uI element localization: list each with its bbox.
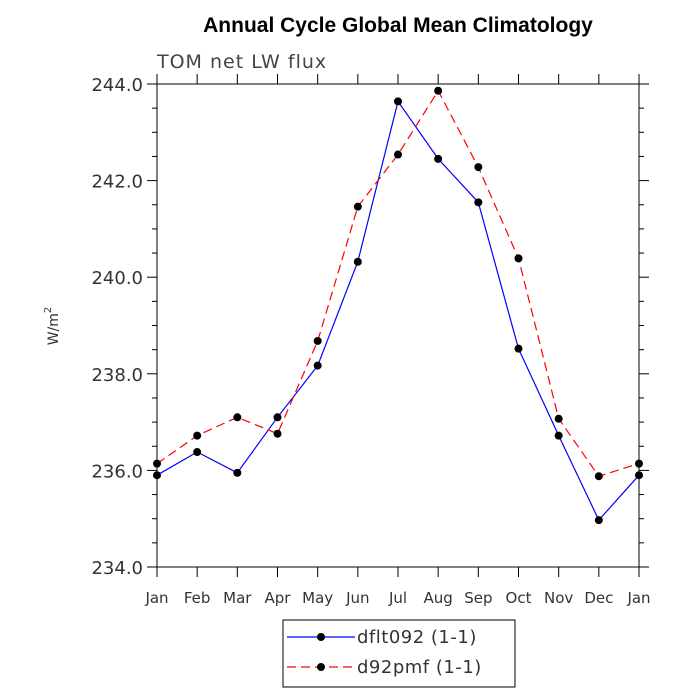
y-axis-label-base: W/m xyxy=(46,313,62,345)
x-tick-label: May xyxy=(302,589,333,607)
legend-marker-d92pmf xyxy=(317,663,325,671)
data-point-series-0 xyxy=(353,257,362,266)
data-point-series-0 xyxy=(313,361,322,370)
legend: dflt092 (1-1) d92pmf (1-1) xyxy=(282,619,516,688)
data-point-series-0 xyxy=(594,516,603,525)
x-tick-label: Sep xyxy=(464,589,492,607)
y-axis-label-superscript: 2 xyxy=(43,307,54,313)
x-tick-label: Jul xyxy=(388,589,407,607)
y-tick-label: 244.0 xyxy=(91,75,143,96)
y-tick-label: 234.0 xyxy=(91,558,143,579)
chart-title: Annual Cycle Global Mean Climatology xyxy=(203,14,593,37)
x-tick-label: Jan xyxy=(626,589,650,607)
y-tick-label: 236.0 xyxy=(91,461,143,482)
data-point-series-1 xyxy=(353,202,362,211)
data-point-series-0 xyxy=(394,97,402,106)
data-point-series-0 xyxy=(273,413,282,422)
legend-label-dflt092: dflt092 (1-1) xyxy=(357,627,477,648)
data-point-series-1 xyxy=(313,336,322,345)
x-tick-label: Jun xyxy=(345,589,369,607)
data-point-series-1 xyxy=(554,414,563,423)
y-axis-ticks: 234.0 236.0 238.0 240.0 242.0 244.0 xyxy=(91,75,649,579)
y-tick-label: 242.0 xyxy=(91,172,143,193)
chart-subtitle: TOM net LW flux xyxy=(156,51,327,73)
legend-box xyxy=(282,619,516,688)
series-line-1 xyxy=(156,89,640,477)
data-point-series-1 xyxy=(273,429,282,438)
x-tick-label: Oct xyxy=(506,589,532,607)
data-point-series-1 xyxy=(394,150,402,159)
legend-marker-dflt092 xyxy=(317,633,325,641)
data-point-series-1 xyxy=(434,86,443,95)
data-point-series-1 xyxy=(635,459,643,468)
data-point-series-0 xyxy=(554,431,563,440)
data-point-series-0 xyxy=(514,344,523,353)
data-point-series-1 xyxy=(594,472,603,481)
x-axis-ticks: Jan Feb Mar Apr May Jun Jul Aug Sep Oct Nov Dec Jan xyxy=(144,74,651,607)
series-layer xyxy=(153,86,643,525)
legend-label-d92pmf: d92pmf (1-1) xyxy=(357,657,482,678)
data-point-series-1 xyxy=(474,163,483,172)
x-tick-label: Nov xyxy=(544,589,573,607)
y-axis-label: W/m2 xyxy=(43,307,62,346)
data-point-series-1 xyxy=(514,254,523,263)
series-line-0 xyxy=(156,99,640,522)
x-tick-label: Feb xyxy=(184,589,211,607)
data-point-series-0 xyxy=(635,471,643,480)
data-point-series-1 xyxy=(193,431,202,440)
x-tick-label: Jan xyxy=(144,589,168,607)
x-tick-label: Dec xyxy=(584,589,613,607)
data-point-series-0 xyxy=(233,468,242,477)
x-tick-label: Apr xyxy=(265,589,292,607)
data-point-series-1 xyxy=(233,413,242,422)
data-point-series-0 xyxy=(434,154,443,163)
y-tick-label: 240.0 xyxy=(91,268,143,289)
data-point-series-0 xyxy=(153,471,161,480)
data-point-series-0 xyxy=(474,198,483,207)
x-tick-label: Aug xyxy=(424,589,453,607)
x-tick-label: Mar xyxy=(223,589,252,607)
data-point-series-1 xyxy=(153,459,161,468)
y-tick-label: 238.0 xyxy=(91,365,143,386)
data-point-series-0 xyxy=(193,448,202,457)
